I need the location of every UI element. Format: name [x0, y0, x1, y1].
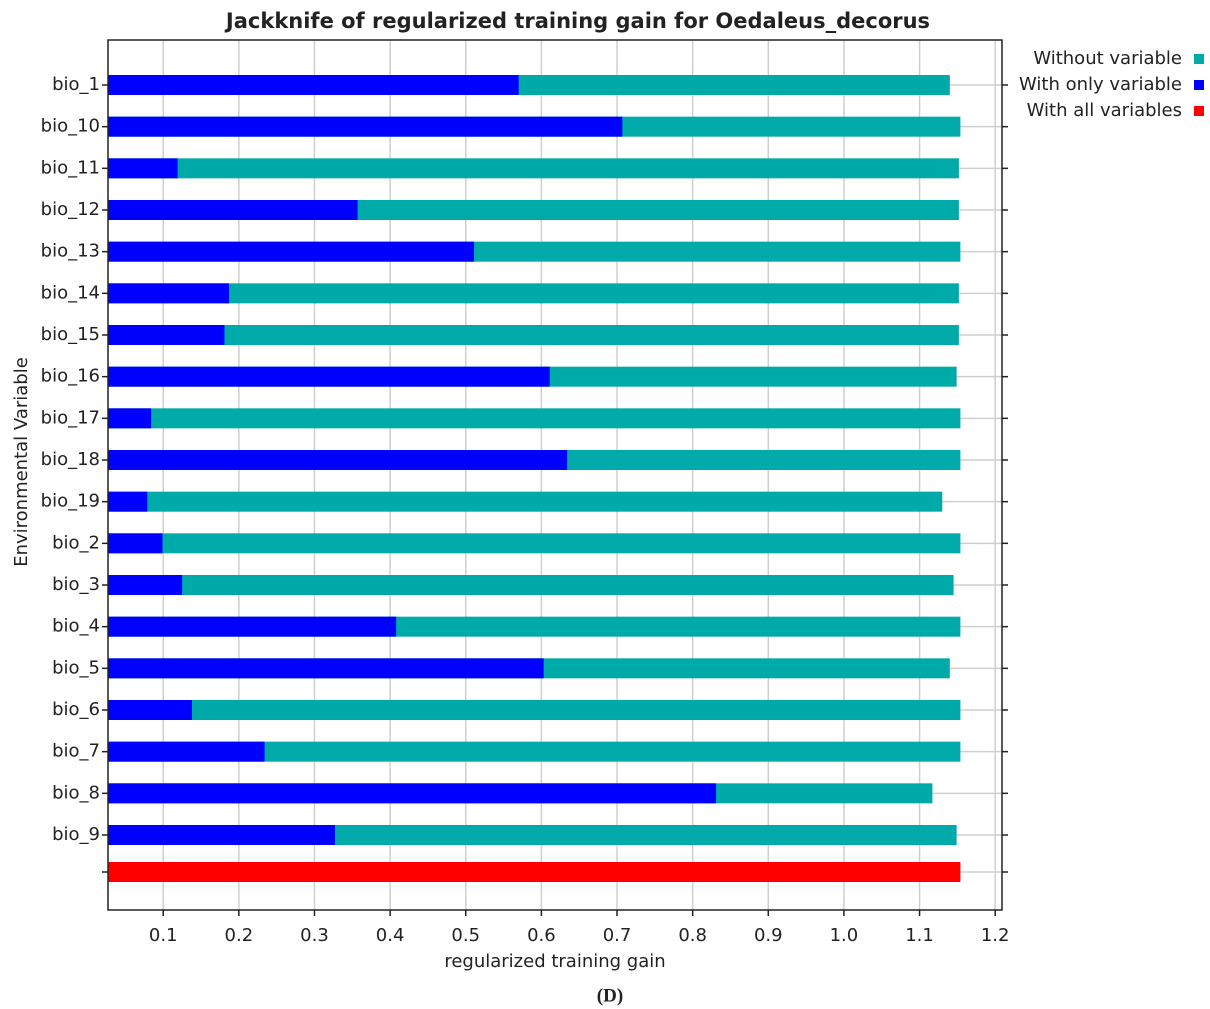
x-tick-label: 0.3 [300, 925, 329, 946]
legend-swatch [1194, 80, 1204, 90]
x-tick-label: 0.9 [754, 925, 783, 946]
bar [108, 283, 230, 304]
x-tick-label: 0.5 [451, 925, 480, 946]
bar [108, 408, 152, 429]
y-tick-label: bio_12 [41, 199, 100, 220]
bar [108, 862, 961, 882]
bar [108, 158, 178, 179]
x-tick-label: 0.7 [603, 925, 632, 946]
y-tick-label: bio_13 [41, 241, 100, 262]
y-tick-label: bio_14 [41, 282, 100, 303]
x-tick-label: 0.4 [376, 925, 405, 946]
bar [108, 325, 225, 345]
bar [108, 116, 623, 137]
bar [108, 491, 943, 512]
bar [108, 741, 961, 762]
bar [108, 741, 265, 762]
x-axis-label: regularized training gain [444, 951, 665, 972]
bar [108, 75, 519, 95]
bar [108, 575, 954, 595]
x-tick-label: 0.6 [527, 925, 556, 946]
legend-label: With all variables [1027, 100, 1182, 121]
x-tick-label: 0.8 [678, 925, 707, 946]
y-tick-label: bio_5 [52, 657, 100, 678]
bar [108, 241, 475, 262]
bar [108, 450, 568, 470]
y-tick-label: bio_6 [52, 699, 100, 720]
plot-frame [107, 39, 1003, 911]
legend-swatch [1194, 106, 1204, 116]
y-tick-label: bio_2 [52, 532, 100, 553]
y-tick-label: bio_17 [41, 407, 100, 428]
legend-swatch [1194, 54, 1204, 64]
x-tick-label: 1.1 [905, 925, 934, 946]
y-tick-label: bio_3 [52, 574, 100, 595]
bar [108, 325, 959, 345]
bar [108, 825, 335, 845]
bar [108, 200, 358, 220]
y-tick-label: bio_8 [52, 782, 100, 803]
y-tick-label: bio_7 [52, 741, 100, 762]
bar [108, 283, 959, 304]
y-tick-label: bio_18 [41, 449, 100, 470]
y-tick-label: bio_10 [41, 116, 100, 137]
y-tick-label: bio_9 [52, 824, 100, 845]
bar [108, 158, 959, 179]
chart-title: Jackknife of regularized training gain f… [224, 9, 930, 33]
bar [108, 700, 192, 720]
bar [108, 533, 961, 554]
y-tick-label: bio_11 [41, 157, 100, 178]
caption: (D) [597, 985, 623, 1006]
legend-label: With only variable [1019, 74, 1182, 95]
y-tick-label: bio_1 [52, 74, 100, 95]
bar [108, 783, 717, 804]
bar [108, 616, 397, 637]
x-tick-label: 0.2 [225, 925, 254, 946]
bar [108, 658, 544, 679]
bar [108, 533, 163, 554]
y-tick-label: bio_19 [41, 491, 100, 512]
y-axis-label: Environmental Variable [11, 357, 32, 567]
x-tick-label: 0.1 [149, 925, 178, 946]
y-tick-label: bio_16 [41, 366, 100, 387]
x-tick-label: 1.0 [830, 925, 859, 946]
bar [108, 700, 961, 720]
x-tick-label: 1.2 [981, 925, 1010, 946]
bar [108, 366, 550, 387]
y-tick-label: bio_15 [41, 324, 100, 345]
legend-label: Without variable [1033, 48, 1182, 69]
y-tick-label: bio_4 [52, 616, 100, 637]
bar [108, 575, 183, 595]
bar [108, 408, 961, 429]
bar [108, 491, 148, 512]
